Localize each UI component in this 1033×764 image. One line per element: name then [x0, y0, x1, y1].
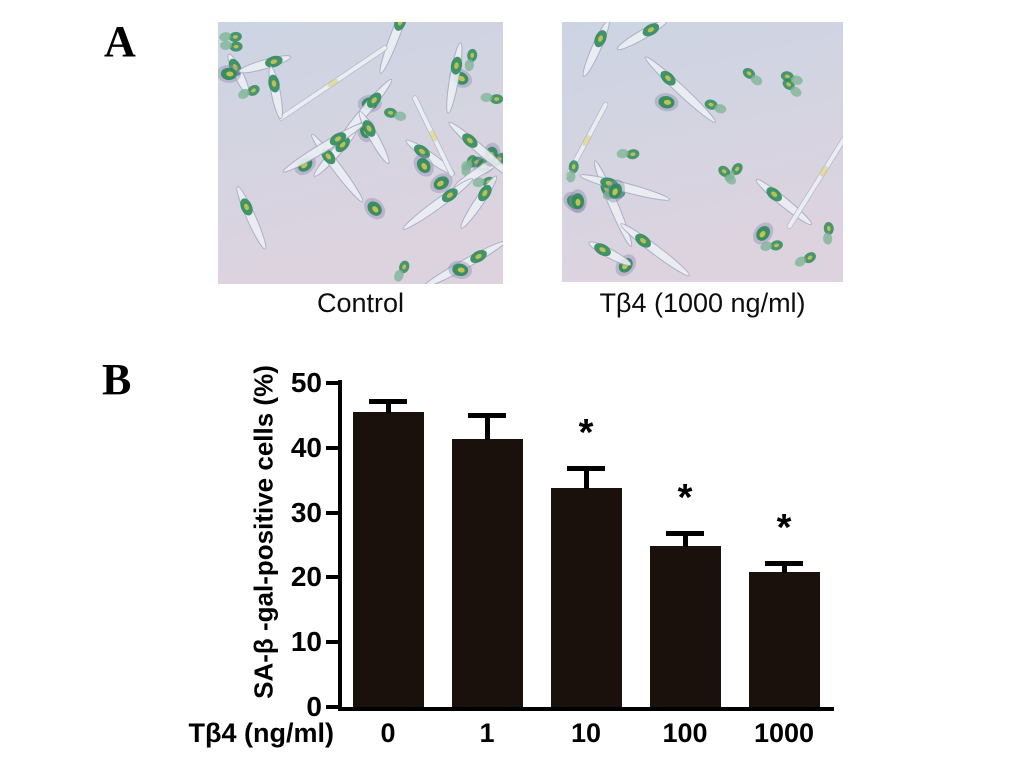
bar — [550, 487, 622, 707]
error-bar-line — [781, 561, 787, 574]
y-tick — [326, 445, 339, 450]
error-bar-cap — [468, 413, 506, 419]
y-tick — [326, 705, 339, 709]
y-tick-label: 40 — [290, 431, 322, 463]
y-tick-label: 10 — [290, 626, 322, 658]
x-tick-label: 10 — [570, 718, 602, 748]
y-tick-label: 50 — [290, 367, 322, 398]
error-bar-cap — [369, 399, 407, 405]
panel-a-letter: A — [104, 17, 136, 66]
x-axis-label: Tβ4 (ng/ml) — [188, 718, 334, 748]
x-tick-label: 100 — [662, 718, 708, 748]
control-caption: Control — [316, 288, 405, 318]
bar — [352, 412, 424, 707]
bar-chart-plot: * * * — [342, 383, 832, 707]
x-tick-label: 1000 — [753, 718, 815, 748]
error-bar-line — [385, 399, 391, 414]
y-tick-label: 0 — [306, 691, 322, 722]
tb4-micrograph — [562, 22, 843, 282]
error-bar-cap — [567, 465, 605, 471]
x-tick-label: 1 — [479, 718, 495, 748]
error-bar-line — [484, 413, 490, 441]
bar — [451, 439, 523, 707]
x-tick-label: 0 — [380, 718, 396, 748]
control-micrograph — [218, 22, 503, 284]
significance-asterisk: * — [578, 411, 594, 454]
error-bar-cap — [765, 561, 803, 567]
y-tick — [326, 381, 339, 385]
error-bar-line — [583, 465, 589, 489]
bar — [748, 572, 820, 707]
y-axis-line — [338, 380, 342, 711]
x-axis-line — [338, 707, 834, 711]
y-tick — [326, 640, 339, 645]
y-tick — [326, 575, 339, 580]
y-tick-label: 30 — [290, 496, 322, 528]
control-micrograph-image — [218, 22, 503, 284]
error-bar-line — [682, 531, 688, 548]
tb4-caption: Tβ4 (1000 ng/ml) — [599, 288, 806, 318]
panel-b-letter: B — [102, 355, 132, 404]
significance-asterisk: * — [776, 507, 792, 550]
tb4-micrograph-image — [562, 22, 843, 282]
significance-asterisk: * — [677, 477, 693, 520]
y-tick — [326, 510, 339, 515]
error-bar-cap — [666, 531, 704, 537]
bar — [649, 546, 721, 707]
y-tick-label: 20 — [290, 561, 322, 593]
